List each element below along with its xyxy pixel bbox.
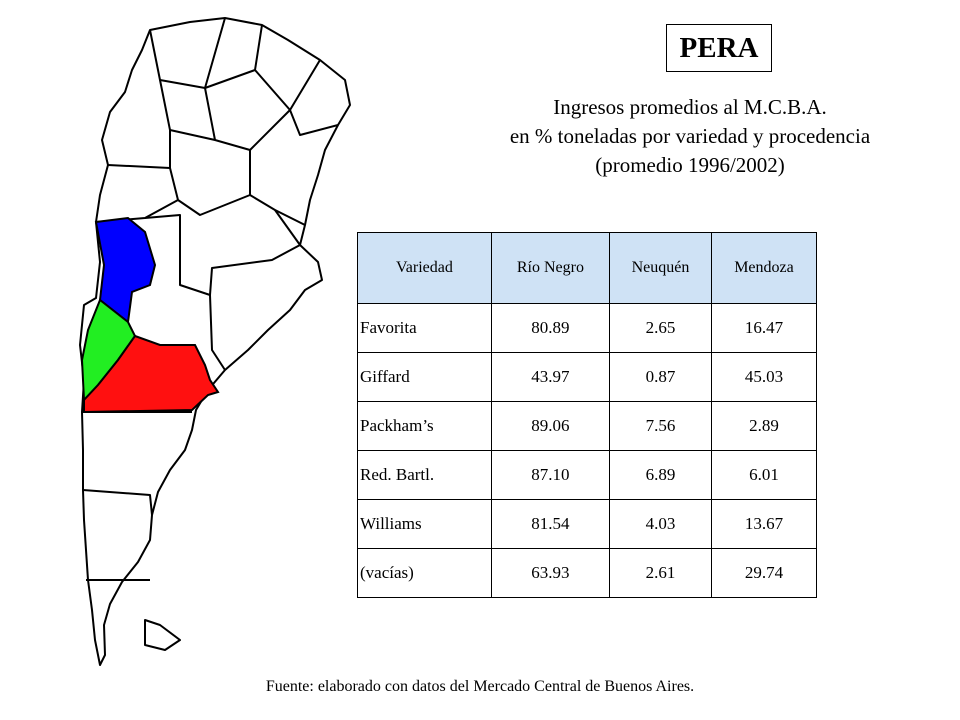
value-cell: 0.87 [609,352,712,402]
value-cell: 43.97 [490,352,611,402]
table-row: Williams 81.54 4.03 13.67 [357,499,818,549]
heading-line-3: (promedio 1996/2002) [595,153,785,177]
value-cell: 2.89 [710,401,818,451]
value-cell: 63.93 [490,548,611,598]
column-header: Río Negro [490,232,611,304]
value-cell: 16.47 [710,303,818,353]
fruit-title-box: PERA [666,24,772,72]
variety-cell: Williams [357,499,492,549]
table-row: Favorita 80.89 2.65 16.47 [357,303,818,353]
variety-cell: Favorita [357,303,492,353]
value-cell: 13.67 [710,499,818,549]
value-cell: 89.06 [490,401,611,451]
variety-cell: Giffard [357,352,492,402]
pear-varieties-table: Variedad Río Negro Neuquén Mendoza Favor… [357,232,818,598]
value-cell: 81.54 [490,499,611,549]
value-cell: 7.56 [609,401,712,451]
variety-cell: Red. Bartl. [357,450,492,500]
value-cell: 29.74 [710,548,818,598]
value-cell: 45.03 [710,352,818,402]
value-cell: 87.10 [490,450,611,500]
value-cell: 4.03 [609,499,712,549]
table-row: (vacías) 63.93 2.61 29.74 [357,548,818,598]
value-cell: 80.89 [490,303,611,353]
argentina-map [79,17,351,666]
value-cell: 2.61 [609,548,712,598]
country-outline [79,17,351,666]
table-row: Giffard 43.97 0.87 45.03 [357,352,818,402]
column-header: Neuquén [609,232,712,304]
variety-cell: (vacías) [357,548,492,598]
source-note: Fuente: elaborado con datos del Mercado … [265,678,695,695]
value-cell: 2.65 [609,303,712,353]
variety-cell: Packham’s [357,401,492,451]
column-header: Variedad [357,232,492,304]
table-row: Packham’s 89.06 7.56 2.89 [357,401,818,451]
value-cell: 6.01 [710,450,818,500]
region-rio-negro [83,334,220,414]
heading-line-2: en % toneladas por variedad y procedenci… [509,124,871,148]
table-header-row: Variedad Río Negro Neuquén Mendoza [357,232,818,304]
column-header: Mendoza [710,232,818,304]
heading-line-1: Ingresos promedios al M.C.B.A. [553,95,827,119]
region-mendoza [94,216,157,324]
table-row: Red. Bartl. 87.10 6.89 6.01 [357,450,818,500]
chart-heading: Ingresos promedios al M.C.B.A. en % tone… [440,93,940,180]
value-cell: 6.89 [609,450,712,500]
